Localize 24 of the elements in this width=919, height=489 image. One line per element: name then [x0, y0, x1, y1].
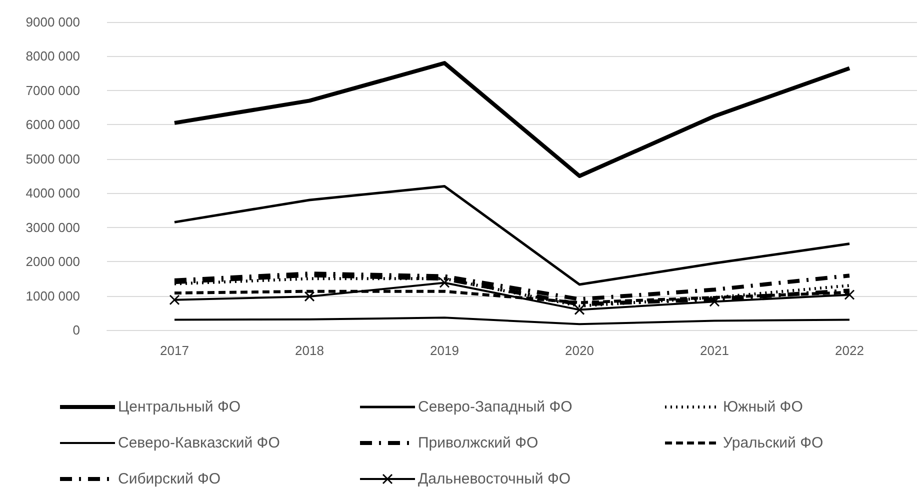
legend-label: Центральный ФО [118, 398, 241, 416]
y-tick-label: 5000 000 [26, 151, 80, 166]
y-tick-label: 0 [72, 322, 80, 338]
legend-label: Сибирский ФО [118, 470, 221, 488]
legend-label: Южный ФО [723, 398, 803, 416]
x-tick-label: 2021 [700, 343, 729, 358]
y-tick-label: 4000 000 [26, 186, 80, 201]
legend-label: Северо-Западный ФО [418, 398, 572, 416]
legend-label: Северо-Кавказский ФО [118, 434, 280, 452]
y-tick-label: 3000 000 [26, 220, 80, 235]
y-tick-label: 2000 000 [26, 254, 80, 270]
legend-label: Дальневосточный ФО [418, 470, 571, 488]
y-tick-label: 7000 000 [26, 82, 80, 98]
legend-label: Приволжский ФО [418, 434, 538, 452]
x-tick-label: 2020 [565, 343, 594, 358]
y-tick-label: 1000 000 [26, 288, 80, 304]
y-tick-label: 6000 000 [26, 117, 80, 132]
y-tick-label: 9000 000 [26, 14, 80, 30]
x-tick-label: 2017 [160, 343, 189, 358]
x-tick-label: 2019 [430, 343, 459, 358]
x-tick-label: 2018 [295, 343, 324, 358]
x-tick-label: 2022 [835, 343, 864, 358]
legend-label: Уральский ФО [723, 434, 824, 452]
y-tick-label: 8000 000 [26, 48, 80, 64]
